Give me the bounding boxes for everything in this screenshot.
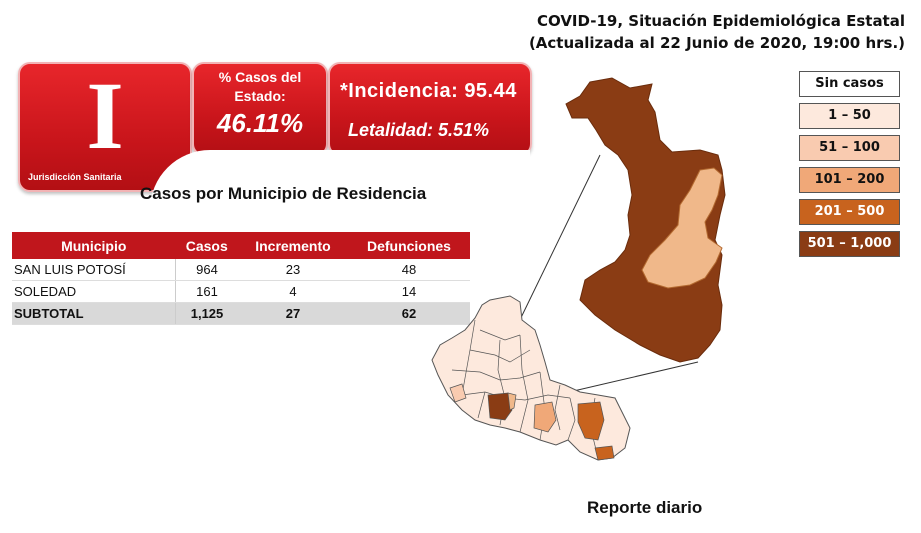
jurisdiction-label: Jurisdicción Sanitaria (28, 172, 122, 182)
jurisdiction-numeral: I (86, 62, 124, 169)
cell-municipio: SOLEDAD (12, 280, 177, 303)
table-header-row: Municipio Casos Incremento Defunciones (12, 232, 470, 259)
report-title: COVID-19, Situación Epidemiológica Estat… (529, 10, 905, 54)
card-overlay-curve (150, 150, 530, 210)
header-municipio: Municipio (12, 232, 176, 259)
cell-defunciones: 48 (347, 259, 470, 281)
legend-item: 501 – 1,000 (799, 231, 900, 257)
subtotal-incremento: 27 (238, 302, 348, 325)
title-line-2: (Actualizada al 22 Junio de 2020, 19:00 … (528, 34, 905, 52)
state-cases-card: % Casos del Estado: 46.11% (192, 62, 328, 156)
legend-item: 51 – 100 (799, 135, 900, 161)
indicators-card: *Incidencia: 95.44 Letalidad: 5.51% (328, 62, 532, 156)
subtotal-label: SUBTOTAL (12, 302, 177, 325)
header-defunciones: Defunciones (347, 232, 470, 259)
municipality-medium (533, 401, 557, 433)
state-outline (431, 295, 631, 461)
table-row: SOLEDAD 161 4 14 (12, 280, 470, 303)
cell-incremento: 23 (238, 259, 348, 281)
state-cases-label: % Casos del Estado: (218, 69, 302, 104)
legend-item: 201 – 500 (799, 199, 900, 225)
legend-item: 1 – 50 (799, 103, 900, 129)
incidence-value: *Incidencia: 95.44 (340, 80, 517, 102)
municipality-light (449, 383, 467, 403)
san-luis-potosi-municipality (487, 392, 513, 421)
zoom-line-top (514, 154, 601, 331)
table-title: Casos por Municipio de Residencia (140, 184, 427, 203)
map-legend: Sin casos 1 – 50 51 – 100 101 – 200 201 … (799, 71, 900, 263)
soledad-municipality (507, 392, 517, 411)
subtotal-casos: 1,125 (175, 302, 238, 325)
cell-defunciones: 14 (347, 280, 470, 303)
table-row: SAN LUIS POTOSÍ 964 23 48 (12, 259, 470, 281)
cell-casos: 964 (175, 259, 238, 281)
subtotal-defunciones: 62 (347, 302, 470, 325)
cell-municipio: SAN LUIS POTOSÍ (12, 259, 177, 281)
cases-table: Municipio Casos Incremento Defunciones S… (12, 232, 470, 325)
lethality-value: Letalidad: 5.51% (348, 120, 490, 140)
soledad-zoom (641, 167, 723, 289)
san-luis-potosi-zoom (565, 77, 726, 363)
title-line-1: COVID-19, Situación Epidemiológica Estat… (536, 12, 905, 30)
state-shape (431, 295, 631, 461)
header-incremento: Incremento (238, 232, 348, 259)
jurisdiction-card: I Jurisdicción Sanitaria (18, 62, 192, 192)
cell-casos: 161 (175, 280, 238, 303)
subtotal-row: SUBTOTAL 1,125 27 62 (12, 302, 470, 325)
footer-daily-report: Reporte diario (587, 498, 703, 517)
legend-item: 101 – 200 (799, 167, 900, 193)
municipality-high-2 (594, 445, 615, 461)
state-cases-value: 46.11% (216, 108, 304, 138)
cell-incremento: 4 (238, 280, 348, 303)
legend-item: Sin casos (799, 71, 900, 97)
header-casos: Casos (175, 232, 238, 259)
municipality-high (577, 401, 605, 441)
